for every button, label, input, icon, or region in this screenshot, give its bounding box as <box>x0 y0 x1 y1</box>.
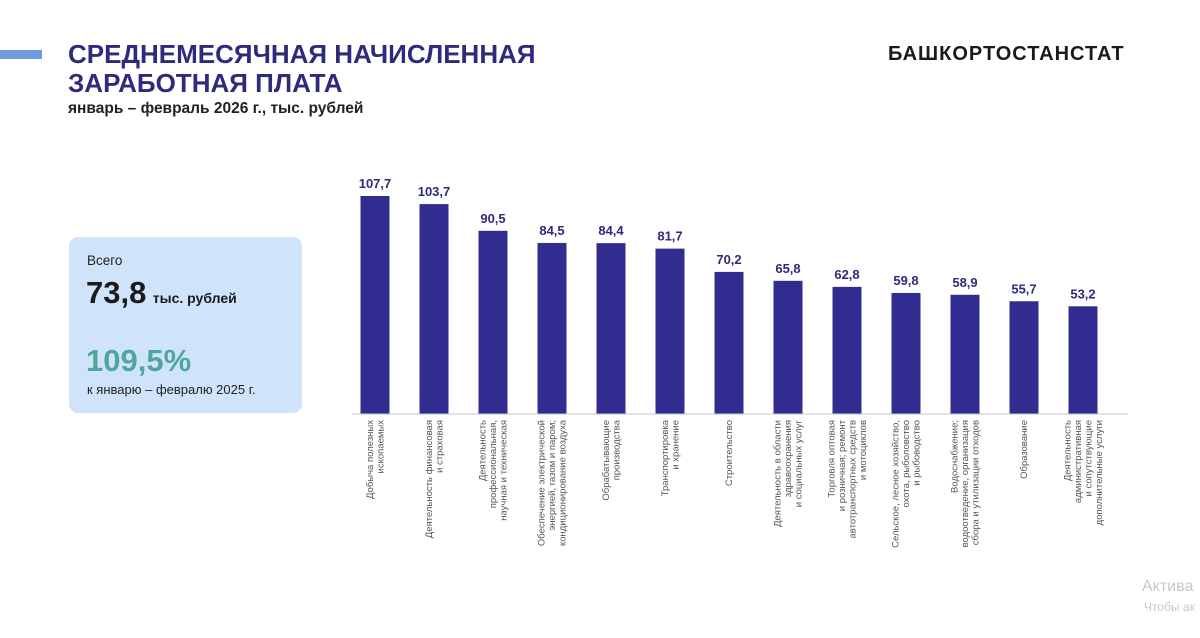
bar <box>773 280 803 414</box>
bar <box>950 294 980 414</box>
data-label: 84,4 <box>598 223 624 238</box>
category-label: ископаемых <box>375 420 386 474</box>
bar <box>478 230 508 414</box>
bar <box>1068 306 1098 414</box>
category-label: Деятельность финансовая <box>424 420 435 538</box>
category-label: Деятельность <box>1062 420 1073 481</box>
bar <box>537 242 567 414</box>
category-label: кондиционирование воздуха <box>558 419 569 546</box>
category-label: производства <box>611 419 622 480</box>
category-label: Деятельность в области <box>773 420 784 527</box>
category-label: Образование <box>1019 420 1030 479</box>
bar <box>419 204 449 414</box>
bar <box>655 248 685 414</box>
data-label: 103,7 <box>418 184 451 199</box>
summary-percent: 109,5% <box>86 343 192 378</box>
bar <box>360 196 390 414</box>
watermark-line-2: Чтобы ак <box>1144 600 1195 614</box>
title-line-1: СРЕДНЕМЕСЯЧНАЯ НАЧИСЛЕННАЯ <box>68 39 536 69</box>
category-label: Сельское, лесное хозяйство, <box>891 420 902 548</box>
brand-logo-text: БАШКОРТОСТАНСТАТ <box>888 43 1125 65</box>
category-label: Добыча полезных <box>365 420 376 499</box>
category-label: водоотведение, организация <box>960 420 971 547</box>
title-line-2: ЗАРАБОТНАЯ ПЛАТА <box>68 68 343 98</box>
data-label: 70,2 <box>716 252 741 267</box>
category-label: энергией, газом и паром; <box>547 420 558 531</box>
category-label: и сопутствующие <box>1083 420 1094 496</box>
category-label: административная <box>1073 420 1084 503</box>
category-label: и страховая <box>434 420 445 473</box>
category-label: Строительство <box>724 420 735 486</box>
bar <box>891 292 921 414</box>
category-label: Транспортировка <box>660 419 671 496</box>
category-label: автотранспортных средств <box>847 420 858 538</box>
accent-bar <box>0 50 42 59</box>
summary-label: Всего <box>87 253 123 268</box>
summary-value-row: 73,8 тыс. рублей <box>86 275 237 311</box>
page-subtitle: январь – февраль 2026 г., тыс. рублей <box>68 100 364 117</box>
watermark-line-1: Актива <box>1142 578 1194 595</box>
bar <box>832 286 862 414</box>
data-label: 90,5 <box>480 211 505 226</box>
data-label: 65,8 <box>775 261 800 276</box>
category-label: и розничная; ремонт <box>837 419 848 511</box>
category-label: Обрабатывающие <box>601 420 612 501</box>
bar <box>714 271 744 414</box>
summary-value: 73,8 <box>86 275 147 310</box>
data-label: 107,7 <box>359 176 392 191</box>
category-label: научная и техническая <box>499 420 510 521</box>
data-label: 59,8 <box>893 273 918 288</box>
category-label: здравоохранения <box>783 420 794 497</box>
category-label: и мотоциклов <box>858 420 869 480</box>
data-label: 53,2 <box>1070 286 1095 301</box>
category-label: профессиональная, <box>488 420 499 508</box>
bar <box>1009 301 1039 414</box>
data-label: 58,9 <box>952 275 977 290</box>
bar <box>596 243 626 414</box>
category-label: и рыбоводство <box>912 420 923 486</box>
category-label: сбора и утилизации отходов <box>971 420 982 545</box>
category-label: дополнительные услуги <box>1094 420 1105 525</box>
data-label: 84,5 <box>539 223 564 238</box>
category-label: Водоснабжение; <box>950 420 961 493</box>
category-label: и хранение <box>670 420 681 470</box>
summary-card: Всего 73,8 тыс. рублей 109,5% к январю –… <box>69 237 302 413</box>
category-label: и социальных услуг <box>794 419 805 507</box>
category-label: Деятельность <box>478 420 489 481</box>
summary-comparison: к январю – февралю 2025 г. <box>87 382 256 397</box>
category-label: Торговля оптовая <box>826 420 837 498</box>
page-title: СРЕДНЕМЕСЯЧНАЯ НАЧИСЛЕННАЯ ЗАРАБОТНАЯ ПЛ… <box>68 40 536 98</box>
data-label: 55,7 <box>1011 281 1036 296</box>
data-label: 81,7 <box>657 229 682 244</box>
category-label: охота, рыболовство <box>901 420 912 508</box>
category-label: Обеспечение электрической <box>537 420 548 546</box>
data-label: 62,8 <box>834 267 859 282</box>
summary-unit: тыс. рублей <box>152 290 237 306</box>
